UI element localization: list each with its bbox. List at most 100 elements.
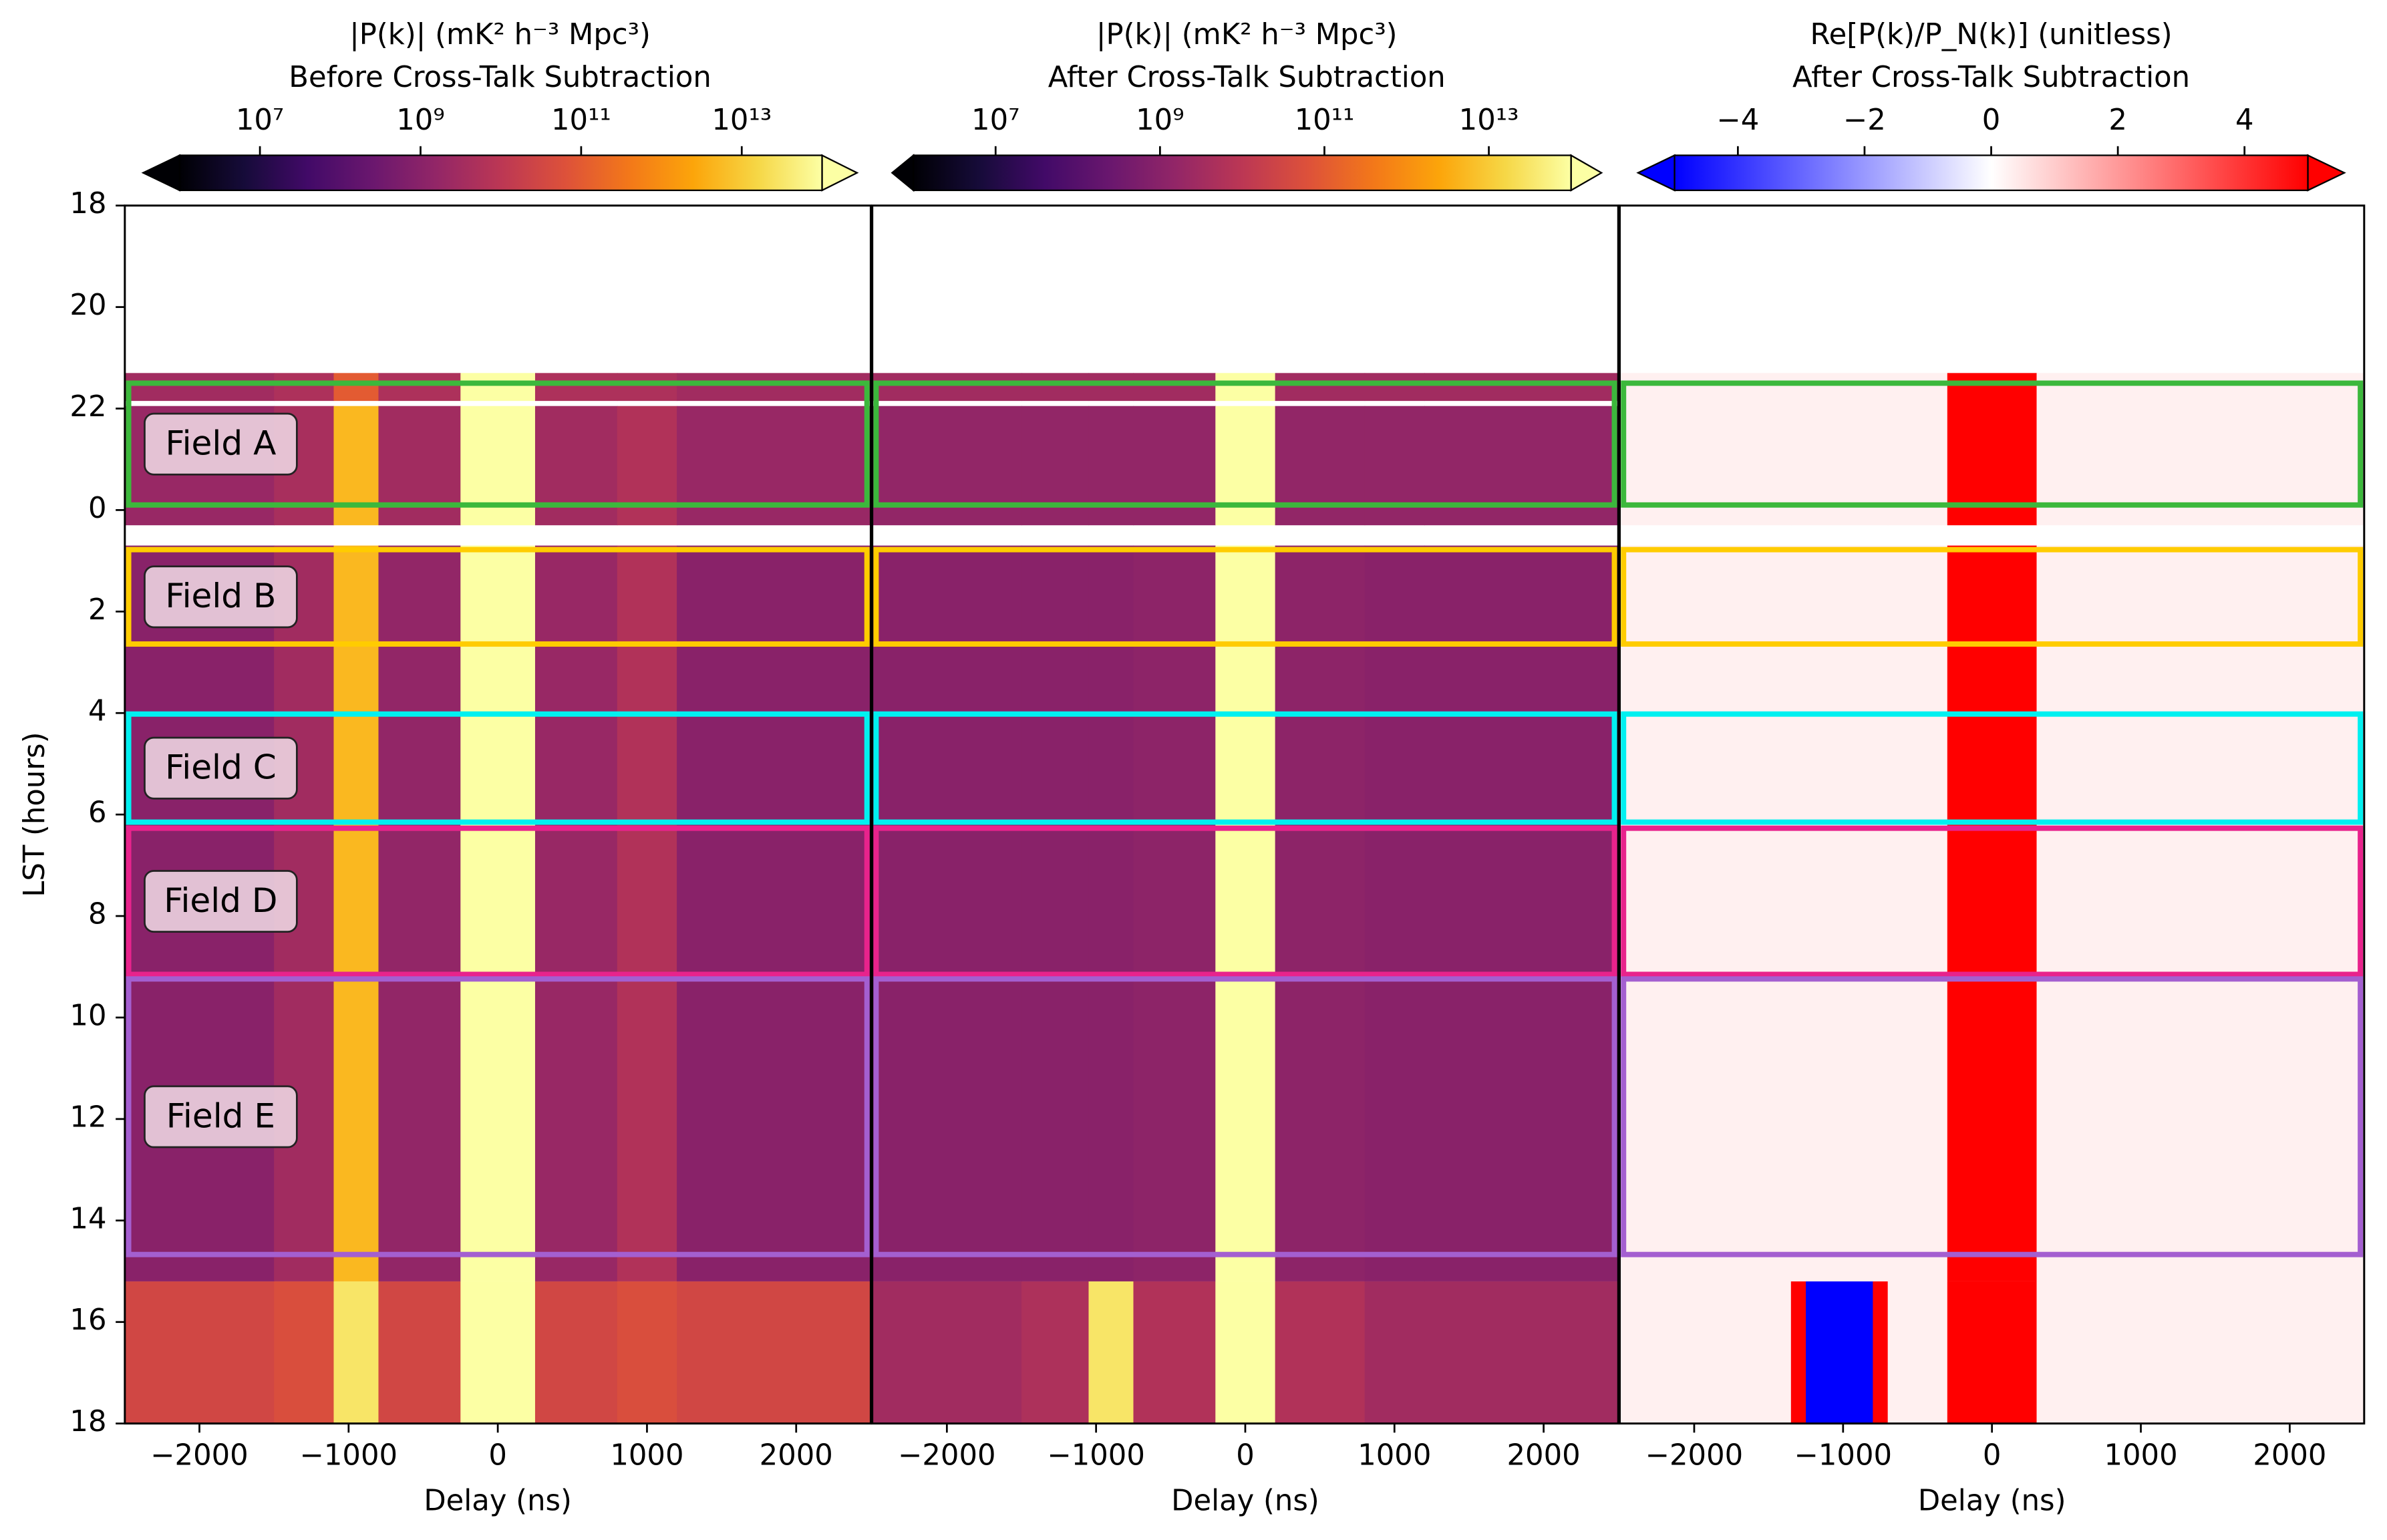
field-label-box <box>144 412 298 476</box>
colorbar-tick-label: 0 <box>1982 104 2001 137</box>
y-tick-label: 18 <box>69 187 106 220</box>
y-tick-label: 20 <box>69 289 106 322</box>
colorbar-tick-label: −2 <box>1843 104 1886 137</box>
heatmap-cell <box>1619 545 1792 1281</box>
x-tick-label: −1000 <box>1794 1438 1892 1472</box>
x-axis-label: Delay (ns) <box>424 1485 572 1518</box>
colorbar-extend-low <box>891 154 915 192</box>
colorbar-extend-low <box>141 154 181 192</box>
heatmap-cell <box>124 1281 275 1424</box>
colorbar <box>1674 154 2309 192</box>
heatmap-cell <box>1275 545 1366 1281</box>
y-tick-label: 14 <box>69 1202 106 1235</box>
y-tick-label: 4 <box>88 695 107 728</box>
x-tick-label: −2000 <box>1645 1438 1743 1472</box>
field-label: Field D <box>164 881 277 920</box>
heatmap-cell <box>124 373 275 402</box>
heatmap-cell <box>1215 545 1276 1281</box>
field-box <box>1621 825 2364 977</box>
heatmap-cell <box>378 373 461 402</box>
x-tick-label: −2000 <box>150 1438 248 1472</box>
heatmap-cell <box>872 1281 1022 1424</box>
heatmap-cell <box>1947 1281 2038 1424</box>
heatmap-cell <box>1275 1281 1366 1424</box>
heatmap-cell <box>1021 1281 1090 1424</box>
heatmap-cell <box>534 545 618 1281</box>
field-box <box>126 711 870 825</box>
field-box <box>873 825 1617 977</box>
field-box <box>1621 380 2364 508</box>
heatmap-cell <box>2036 373 2365 526</box>
heatmap-cell <box>274 373 335 402</box>
heatmap-cell <box>1215 1281 1276 1424</box>
colorbar-tick-label: 10⁹ <box>1136 104 1184 137</box>
heatmap-cell <box>872 545 1022 1281</box>
heatmap-cell <box>1806 545 1874 1281</box>
colorbar-tick-label: −4 <box>1716 104 1759 137</box>
heatmap-cell <box>1088 1281 1134 1424</box>
heatmap-cell <box>1021 373 1090 402</box>
heatmap-cell <box>534 1281 618 1424</box>
colorbar-subtitle: After Cross-Talk Subtraction <box>1792 61 2190 94</box>
heatmap-cell <box>2036 545 2365 1281</box>
heatmap-cell <box>1947 545 2038 1281</box>
heatmap-cell <box>1088 545 1134 1281</box>
heatmap-cell <box>677 1281 872 1424</box>
heatmap-cell <box>1619 1281 1792 1424</box>
heatmap-cell <box>1275 373 1366 402</box>
heatmap-cell <box>1021 545 1090 1281</box>
field-label: Field E <box>166 1096 275 1135</box>
field-box <box>126 825 870 977</box>
heatmap-cell <box>333 545 379 1281</box>
heatmap-cell <box>1215 373 1276 402</box>
heatmap-cell <box>2036 1281 2365 1424</box>
field-box <box>873 976 1617 1257</box>
x-tick-label: 0 <box>1236 1438 1255 1472</box>
field-box <box>1621 711 2364 825</box>
heatmap-cell <box>1364 1281 1425 1424</box>
heatmap-cell <box>1088 373 1134 402</box>
colorbar-extend-low <box>1636 154 1676 192</box>
colorbar-tick-label: 2 <box>2108 104 2127 137</box>
heatmap-cell <box>1133 1281 1216 1424</box>
heatmap-cell <box>1424 545 1619 1281</box>
heatmap-cell <box>872 373 1022 402</box>
colorbar-extend-high <box>821 154 859 192</box>
x-tick-label: −1000 <box>300 1438 397 1472</box>
field-box <box>873 711 1617 825</box>
field-label: Field C <box>165 747 277 786</box>
y-tick-label: 16 <box>69 1303 106 1337</box>
heatmap-cell <box>1619 373 1792 526</box>
colorbar-tick-label: 10¹¹ <box>1295 104 1355 137</box>
field-box <box>126 547 870 647</box>
x-tick-label: 1000 <box>2104 1438 2177 1472</box>
y-tick-label: 0 <box>88 492 107 525</box>
field-box <box>1621 547 2364 647</box>
heatmap-cell <box>1364 545 1425 1281</box>
colorbar-extend-high <box>1570 154 1603 192</box>
y-tick-label: 2 <box>88 593 107 627</box>
y-tick-label: 6 <box>88 796 107 830</box>
heatmap-cell <box>1790 1281 1806 1424</box>
x-tick-label: −2000 <box>898 1438 995 1472</box>
heatmap-cell <box>378 1281 461 1424</box>
field-label-box <box>144 736 298 800</box>
y-tick-label: 12 <box>69 1100 106 1134</box>
colorbar-tick-label: 4 <box>2235 104 2254 137</box>
y-axis-label: LST (hours) <box>18 732 51 897</box>
heatmap-cell <box>1887 373 1948 526</box>
heatmap-cell <box>1133 545 1216 1281</box>
heatmap-cell <box>1873 545 1889 1281</box>
x-tick-label: 2000 <box>2253 1438 2326 1472</box>
colorbar-tick-label: 10¹¹ <box>551 104 611 137</box>
field-label: Field B <box>165 576 276 615</box>
heatmap-cell <box>1424 1281 1619 1424</box>
heatmap-cell <box>333 373 379 402</box>
field-label-box <box>144 870 298 933</box>
heatmap-cell <box>677 373 872 402</box>
colorbar-tick-label: 10¹³ <box>1459 104 1519 137</box>
heatmap-cell <box>333 1281 379 1424</box>
heatmap-cell <box>460 1281 536 1424</box>
heatmap-cell <box>1806 1281 1874 1424</box>
